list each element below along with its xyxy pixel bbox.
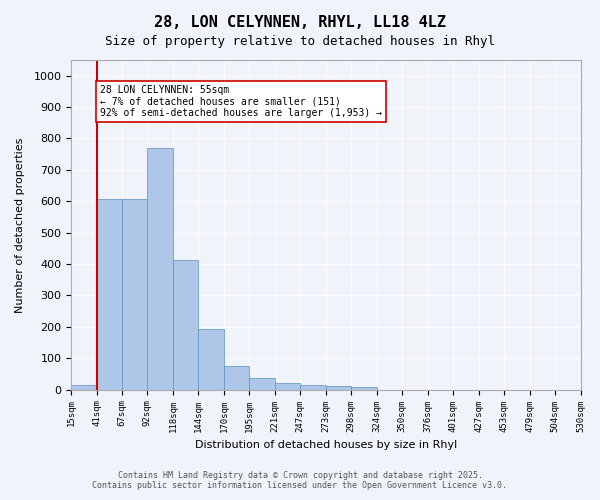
Bar xyxy=(250,378,275,390)
Bar xyxy=(71,385,97,390)
Bar xyxy=(199,329,224,390)
Bar xyxy=(301,385,326,390)
Bar xyxy=(122,199,148,390)
Bar xyxy=(148,148,173,390)
Bar xyxy=(351,387,377,390)
Bar xyxy=(275,384,301,390)
Y-axis label: Number of detached properties: Number of detached properties xyxy=(15,137,25,312)
X-axis label: Distribution of detached houses by size in Rhyl: Distribution of detached houses by size … xyxy=(194,440,457,450)
Bar xyxy=(173,260,199,390)
Text: 28, LON CELYNNEN, RHYL, LL18 4LZ: 28, LON CELYNNEN, RHYL, LL18 4LZ xyxy=(154,15,446,30)
Text: Contains HM Land Registry data © Crown copyright and database right 2025.
Contai: Contains HM Land Registry data © Crown c… xyxy=(92,470,508,490)
Bar xyxy=(326,386,351,390)
Text: 28 LON CELYNNEN: 55sqm
← 7% of detached houses are smaller (151)
92% of semi-det: 28 LON CELYNNEN: 55sqm ← 7% of detached … xyxy=(100,85,382,118)
Bar xyxy=(224,366,250,390)
Bar xyxy=(97,199,122,390)
Text: Size of property relative to detached houses in Rhyl: Size of property relative to detached ho… xyxy=(105,35,495,48)
